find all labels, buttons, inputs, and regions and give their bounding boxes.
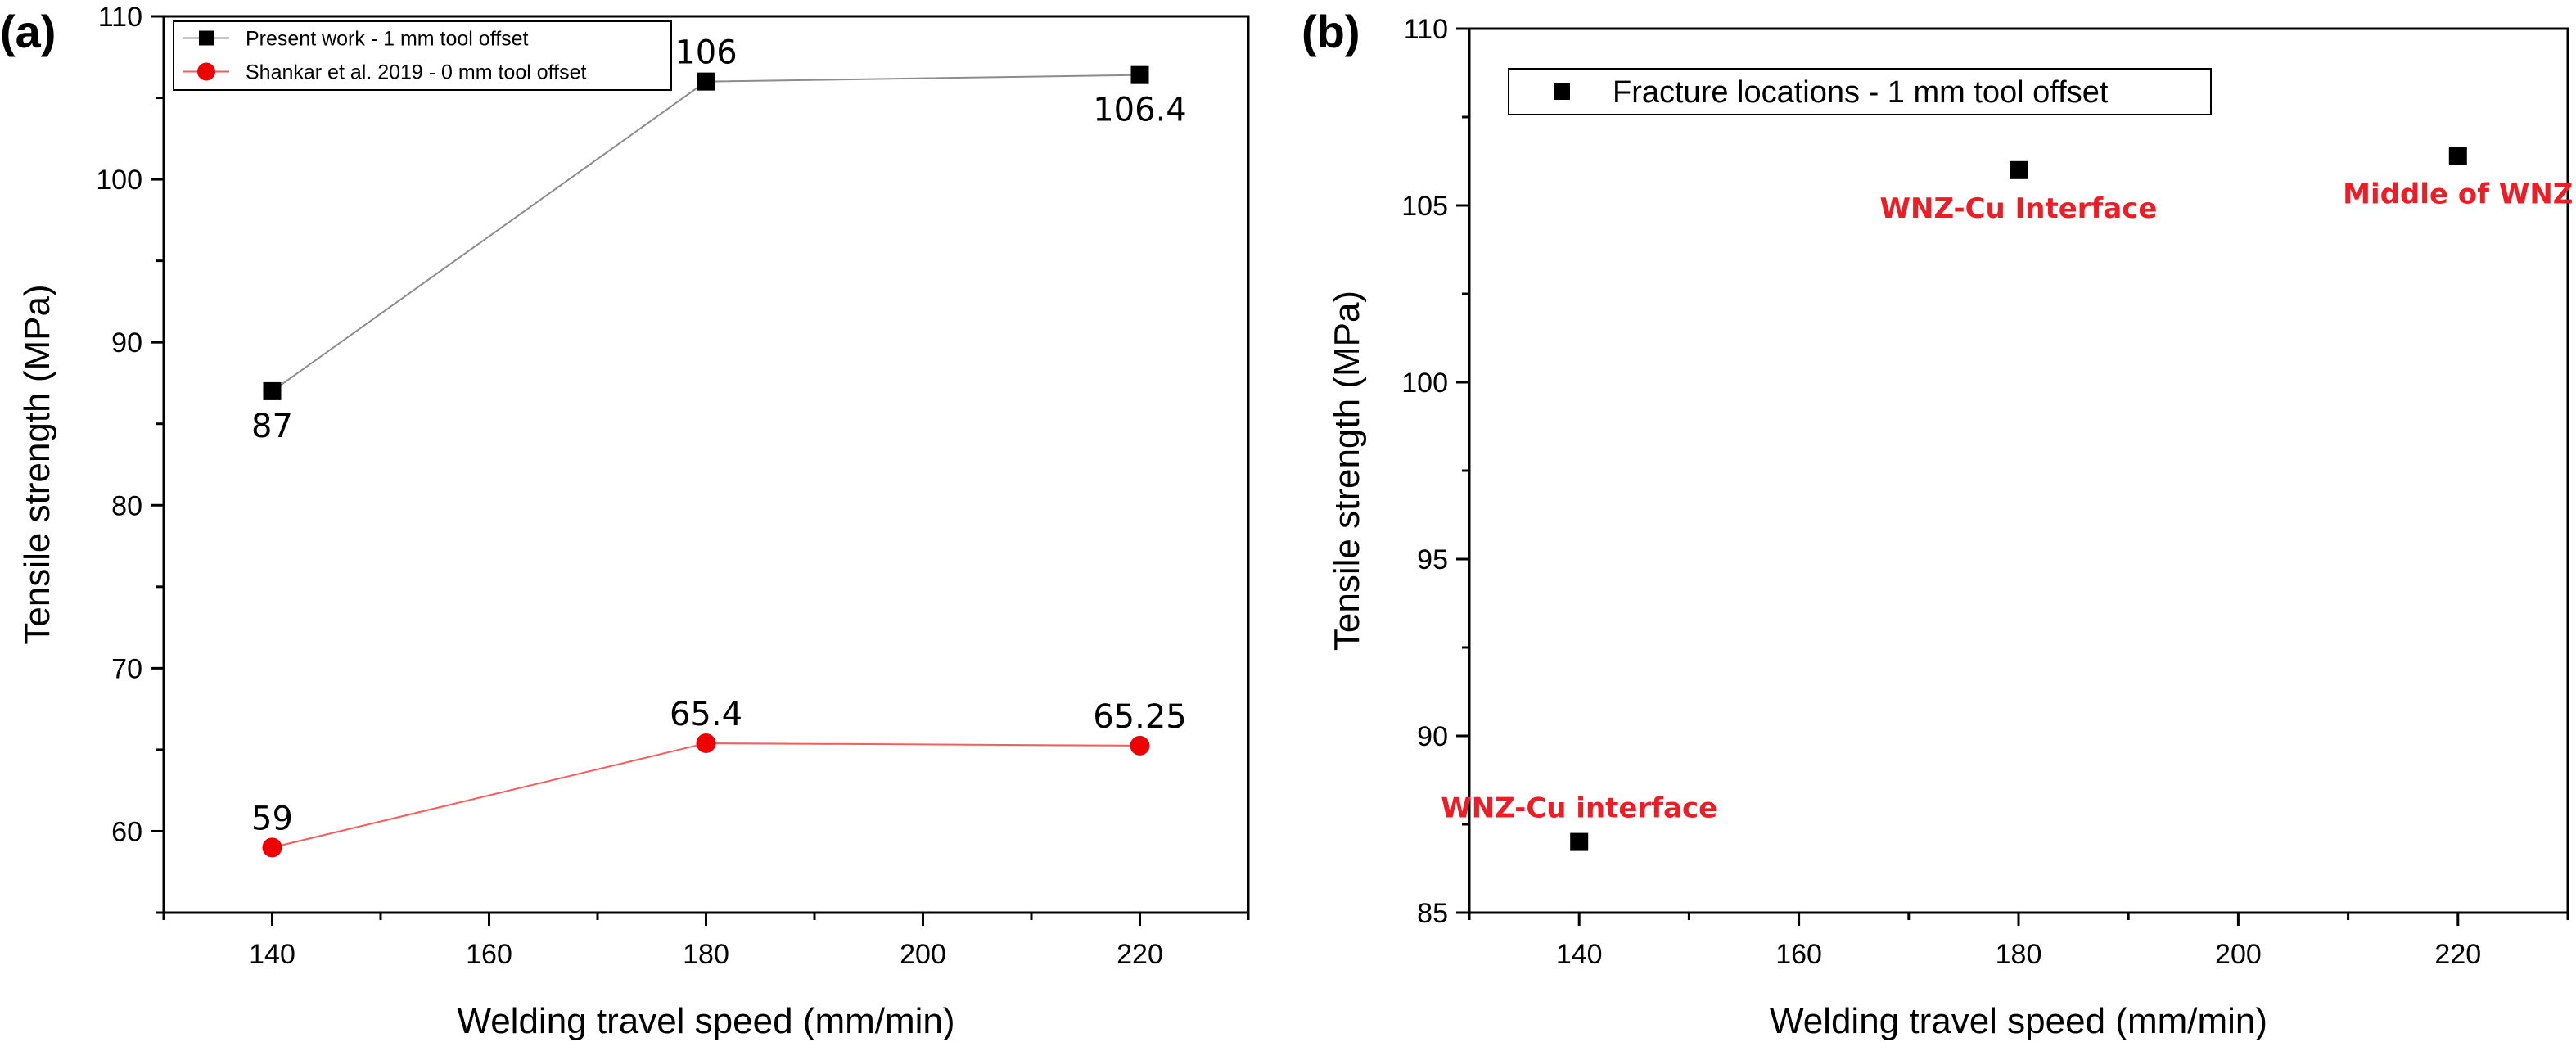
y-tick-label: 90 [1417,721,1448,752]
legend-marker [197,62,215,81]
x-tick-label: 160 [466,939,512,970]
y-tick-label: 100 [1401,368,1448,399]
panel-label: (a) [0,6,56,57]
data-point [2010,160,2028,179]
data-point [2448,147,2467,165]
data-point [1130,735,1150,756]
data-label: 59 [251,800,293,837]
y-tick-label: 110 [98,2,142,33]
legend-label: Shankar et al. 2019 - 0 mm tool offset [246,61,586,84]
panel-label: (b) [1302,6,1360,57]
legend-label: Fracture locations - 1 mm tool offset [1613,75,2109,110]
data-point [262,837,282,858]
data-label: 106 [674,34,737,72]
data-point [1130,65,1149,84]
y-tick-label: 70 [111,653,142,684]
x-tick-label: 180 [683,939,729,970]
series-line [271,74,1140,392]
series-line [272,742,1140,849]
x-axis-title: Welding travel speed (mm/min) [1770,1001,2267,1041]
x-tick-label: 180 [1996,939,2042,970]
y-tick-label: 60 [111,816,142,847]
data-point [696,733,716,753]
legend-box [1508,68,2212,115]
data-point [1570,832,1589,851]
y-axis-title: Tensile strength (MPa) [17,284,57,644]
x-tick-label: 220 [1117,939,1163,970]
y-tick-label: 100 [96,165,142,196]
data-label: 87 [251,408,293,445]
y-tick-label: 95 [1417,544,1448,575]
legend-marker [199,30,214,46]
plot-frame [162,15,1250,914]
legend-label: Present work - 1 mm tool offset [246,28,529,51]
x-tick-label: 200 [900,939,946,970]
annotation: WNZ-Cu Interface [1879,192,2157,225]
y-tick-label: 110 [1404,14,1448,45]
y-tick-label: 85 [1417,898,1448,929]
y-tick-label: 105 [1401,191,1448,222]
legend-box [173,20,672,91]
x-tick-label: 140 [249,939,295,970]
y-tick-label: 80 [111,490,142,521]
y-axis-title: Tensile strength (MPa) [1327,291,1367,651]
data-point [697,72,715,91]
x-tick-label: 140 [1556,939,1603,970]
x-tick-label: 200 [2215,939,2262,970]
x-tick-label: 220 [2434,939,2481,970]
x-axis-title: Welding travel speed (mm/min) [457,1001,954,1041]
legend-marker [1554,83,1570,100]
panel-b: (b) 140 160 180 200 220 85 90 95 100 105 110 Welding… [1302,6,2573,1041]
y-tick-label: 90 [111,327,142,359]
annotation: WNZ-Cu interface [1441,792,1717,825]
annotation: Middle of WNZ [2343,178,2573,211]
panel-a: (a) 140 160 180 200 220 60 70 80 90 100 110 Welding … [0,2,1250,1041]
data-label: 65.25 [1093,698,1187,736]
data-point [263,381,282,400]
data-label: 106.4 [1093,92,1187,129]
x-tick-label: 160 [1775,939,1822,970]
data-label: 65.4 [670,696,742,733]
